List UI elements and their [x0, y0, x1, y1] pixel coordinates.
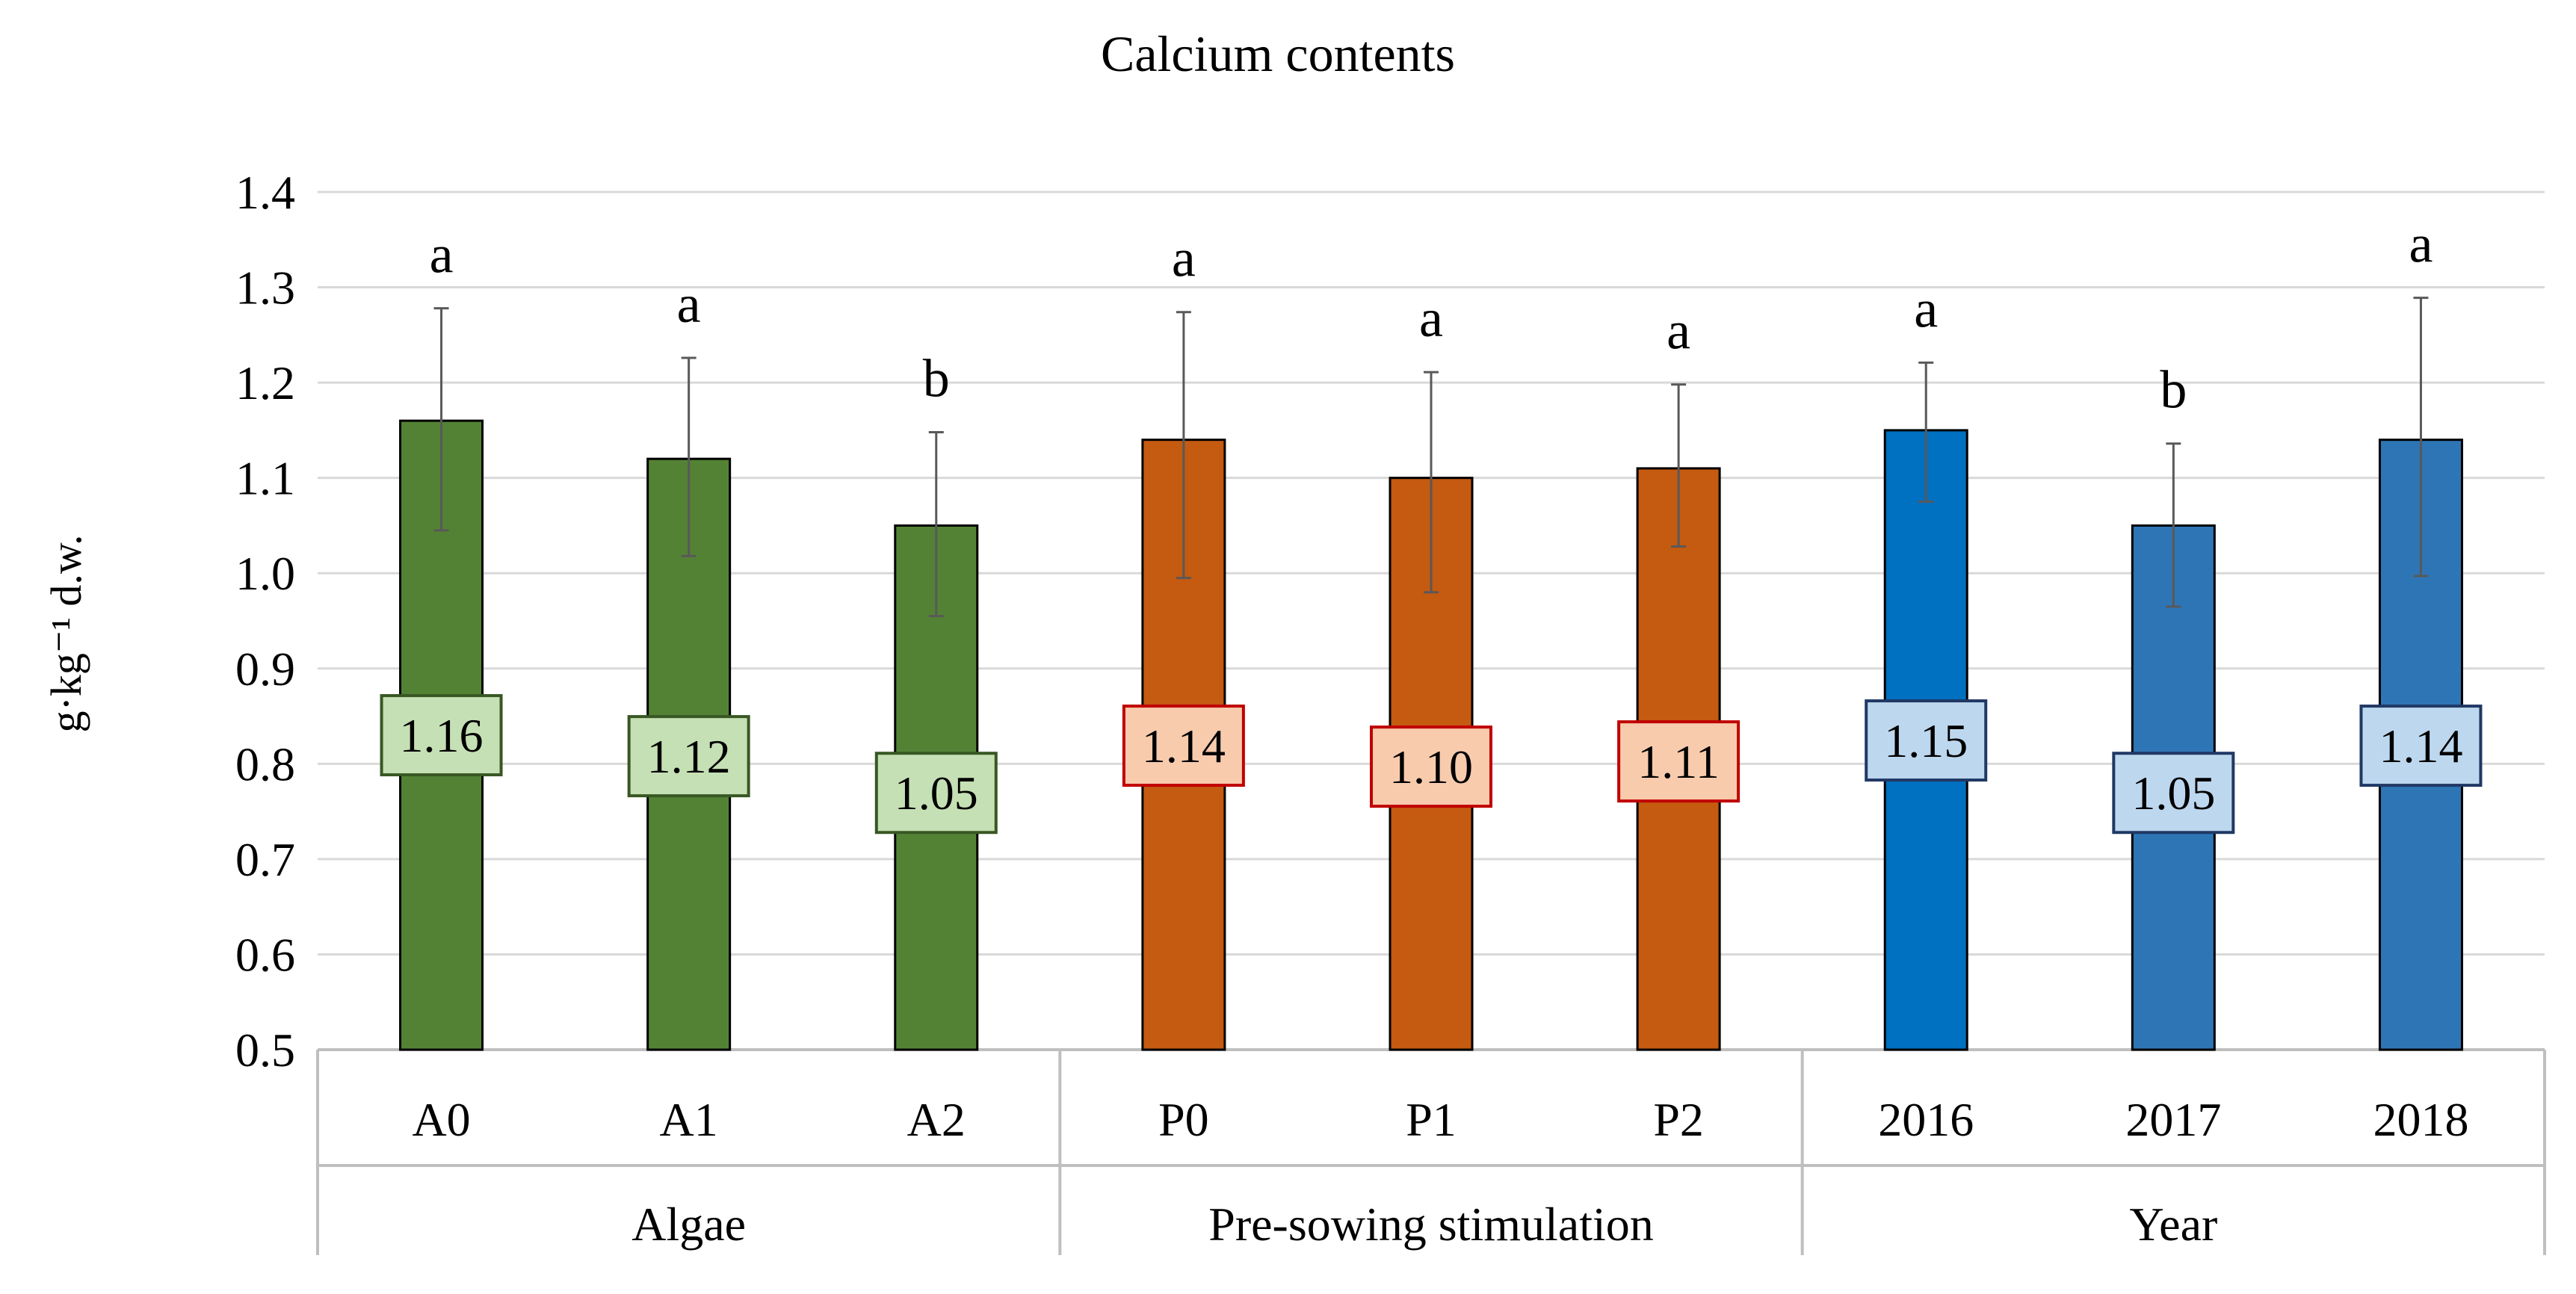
- data-label: 1.16: [400, 709, 484, 762]
- x-tick-label: A0: [412, 1093, 470, 1146]
- data-label: 1.11: [1637, 735, 1720, 788]
- data-label: 1.05: [895, 767, 978, 820]
- y-tick-label: 1.4: [235, 166, 295, 219]
- significance-letter: a: [1419, 288, 1443, 348]
- data-label-box: [2359, 705, 2483, 787]
- data-label: 1.05: [2131, 767, 2215, 820]
- data-label-box: [627, 715, 750, 798]
- x-tick-label: 2018: [2373, 1093, 2468, 1146]
- y-tick-label: 1.1: [235, 452, 295, 505]
- data-label-box: [1370, 725, 1492, 808]
- data-label: 1.12: [647, 730, 731, 783]
- data-label-box: [2112, 752, 2235, 835]
- x-tick-label: 2017: [2125, 1093, 2221, 1146]
- y-tick-label: 1.0: [235, 547, 295, 600]
- data-label: 1.14: [1142, 719, 1226, 773]
- y-tick-label: 0.5: [235, 1024, 295, 1077]
- x-tick-label: P1: [1406, 1093, 1457, 1146]
- significance-letter: a: [2409, 214, 2433, 274]
- y-tick-label: 1.3: [235, 261, 295, 315]
- group-label: Algae: [631, 1198, 746, 1251]
- group-label: Year: [2129, 1198, 2217, 1251]
- category-axis: A0 A1 A2 P0 P1 P2 2016 2017 2018 Algae Pre-sowing …: [316, 1048, 2546, 1255]
- significance-letter: a: [430, 225, 454, 285]
- significance-letters: a a b a a a a b a: [430, 214, 2433, 420]
- data-label: 1.10: [1389, 740, 1473, 793]
- y-tick-label: 0.9: [235, 643, 295, 696]
- data-label-box: [1617, 720, 1741, 803]
- x-tick-label: P0: [1158, 1093, 1209, 1146]
- data-label-box: [1865, 699, 1988, 782]
- data-labels: 1.16 1.12 1.05 1.14 1.10 1.11 1.15 1.05 1.14: [380, 694, 2483, 835]
- data-label: 1.14: [2379, 719, 2462, 773]
- y-tick-label: 0.6: [235, 928, 295, 981]
- x-tick-label: A1: [660, 1093, 718, 1146]
- significance-letter: b: [923, 348, 950, 408]
- data-label-box: [380, 694, 503, 777]
- y-axis-ticks: 0.5 0.6 0.7 0.8 0.9 1.0 1.1 1.2 1.3 1.4: [235, 166, 295, 1077]
- x-tick-label: P2: [1653, 1093, 1704, 1146]
- y-tick-label: 0.8: [235, 737, 295, 790]
- y-axis-label: g·kg⁻¹ d.w.: [42, 535, 90, 733]
- significance-letter: a: [677, 274, 701, 334]
- significance-letter: a: [1172, 229, 1196, 288]
- x-tick-label: A2: [907, 1093, 966, 1146]
- data-label: 1.15: [1884, 714, 1968, 767]
- error-bars: [433, 297, 2429, 618]
- y-tick-label: 1.2: [235, 356, 295, 409]
- data-label-box: [1122, 705, 1245, 787]
- group-label: Pre-sowing stimulation: [1208, 1198, 1654, 1251]
- significance-letter: a: [1667, 301, 1690, 361]
- y-tick-label: 0.7: [235, 833, 295, 886]
- x-tick-label: 2016: [1878, 1093, 1974, 1146]
- chart-title: Calcium contents: [1101, 25, 1455, 82]
- significance-letter: b: [2160, 360, 2187, 420]
- significance-letter: a: [1914, 279, 1938, 338]
- data-label-box: [874, 752, 998, 835]
